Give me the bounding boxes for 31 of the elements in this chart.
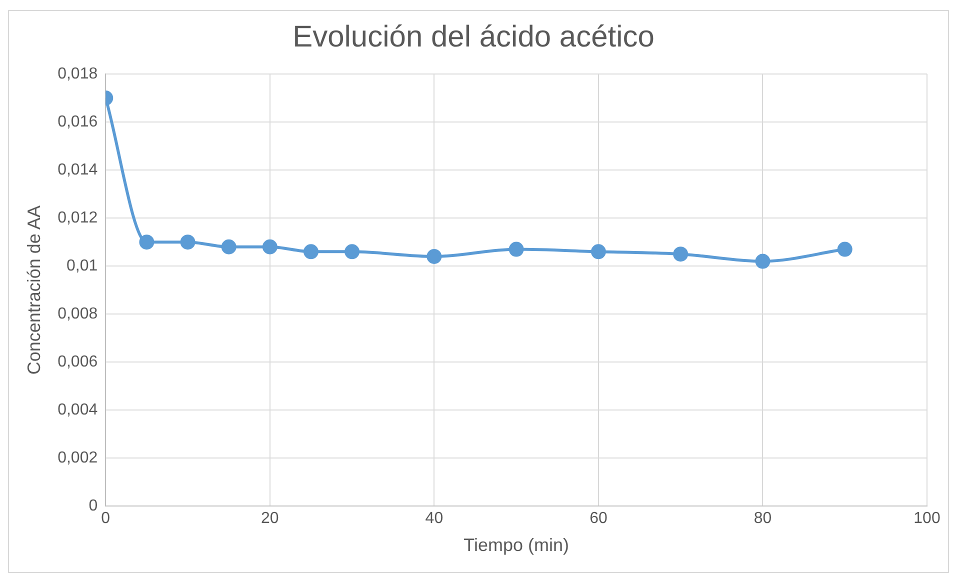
point [508,242,524,257]
x-tick-label: 80 [754,510,772,528]
y-tick-label: 0,014 [58,161,98,178]
y-tick-label: 0,012 [58,209,98,226]
point [426,248,442,264]
chart-title: Evolución del ácido acético [292,20,654,54]
x-tick-label: 20 [261,510,279,528]
y-tick-label: 0,018 [58,65,98,82]
point [344,244,360,260]
point [673,246,688,262]
point [837,242,852,257]
point [180,234,196,250]
point [139,234,154,250]
x-tick-label: 0 [101,510,110,528]
y-tick-label: 0,006 [58,354,98,371]
x-tick-label: 60 [590,510,608,528]
point [590,244,606,260]
point [262,239,278,254]
x-tick-label: 40 [425,510,444,528]
y-tick-label: 0,002 [58,450,98,467]
x-axis-title: Tiempo (min) [464,535,569,556]
y-tick-label: 0,008 [58,306,98,323]
y-axis-title: Concentración de AA [24,206,44,375]
point [303,244,318,260]
y-tick-label: 0 [88,498,98,515]
y-tick-label: 0,016 [58,113,98,130]
point [755,254,770,269]
x-tick-label: 100 [914,510,940,528]
y-tick-label: 0,004 [58,402,98,419]
point [221,239,236,254]
y-tick-label: 0,01 [66,257,98,274]
